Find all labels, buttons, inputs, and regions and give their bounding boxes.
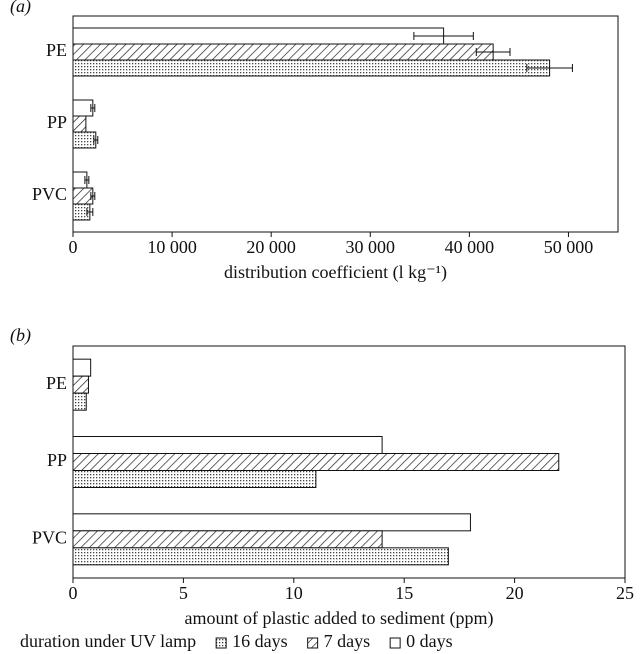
panel-label: (a) bbox=[10, 0, 31, 17]
bar bbox=[72, 547, 449, 566]
bar bbox=[72, 131, 97, 149]
x-tick-label: 30 000 bbox=[346, 237, 396, 257]
error-bar bbox=[90, 192, 96, 200]
legend-swatch bbox=[307, 637, 319, 649]
x-tick-label: 50 000 bbox=[544, 237, 594, 257]
bar bbox=[72, 43, 494, 61]
x-tick-label: 20 000 bbox=[246, 237, 296, 257]
y-tick-label: PP bbox=[47, 450, 67, 470]
error-bar bbox=[84, 176, 90, 184]
y-tick-label: PVC bbox=[32, 184, 67, 204]
x-tick-label: 0 bbox=[69, 237, 78, 257]
legend-label: 7 days bbox=[324, 631, 371, 651]
bar bbox=[72, 99, 94, 117]
bar bbox=[72, 27, 445, 45]
bar bbox=[72, 375, 89, 394]
legend-title: duration under UV lamp bbox=[20, 631, 196, 651]
legend-swatch bbox=[215, 637, 227, 649]
legend-swatch bbox=[389, 637, 401, 649]
bar bbox=[72, 59, 551, 77]
x-tick-label: 25 bbox=[616, 583, 634, 603]
plot-frame bbox=[72, 345, 626, 579]
bar bbox=[72, 115, 87, 133]
error-bar bbox=[413, 32, 474, 40]
plot-frame bbox=[72, 15, 619, 233]
legend-label: 0 days bbox=[406, 631, 453, 651]
y-tick-label: PP bbox=[47, 112, 67, 132]
x-tick-label: 10 bbox=[285, 583, 303, 603]
y-tick-label: PE bbox=[46, 40, 67, 60]
bar bbox=[72, 187, 94, 205]
error-bar bbox=[86, 208, 94, 216]
bar bbox=[72, 436, 383, 454]
error-bar bbox=[93, 136, 99, 144]
x-axis-label: distribution coefficient (l kg⁻¹) bbox=[224, 262, 447, 283]
x-tick-label: 15 bbox=[395, 583, 413, 603]
legend-label: 16 days bbox=[232, 631, 288, 651]
x-tick-label: 5 bbox=[179, 583, 188, 603]
error-bar bbox=[475, 48, 511, 56]
bar bbox=[72, 530, 383, 549]
bar bbox=[72, 392, 87, 411]
bar bbox=[72, 513, 471, 532]
y-tick-label: PVC bbox=[32, 527, 67, 547]
x-axis-label: amount of plastic added to sediment (ppm… bbox=[185, 608, 494, 629]
y-tick-label: PE bbox=[46, 373, 67, 393]
bar bbox=[72, 470, 317, 488]
bar bbox=[72, 358, 92, 377]
bar bbox=[72, 453, 560, 471]
error-bar bbox=[90, 104, 96, 112]
panel-label: (b) bbox=[10, 325, 31, 346]
x-tick-label: 10 000 bbox=[147, 237, 197, 257]
error-bar bbox=[526, 64, 573, 72]
x-tick-label: 20 bbox=[506, 583, 524, 603]
x-tick-label: 0 bbox=[69, 583, 78, 603]
x-tick-label: 40 000 bbox=[445, 237, 495, 257]
